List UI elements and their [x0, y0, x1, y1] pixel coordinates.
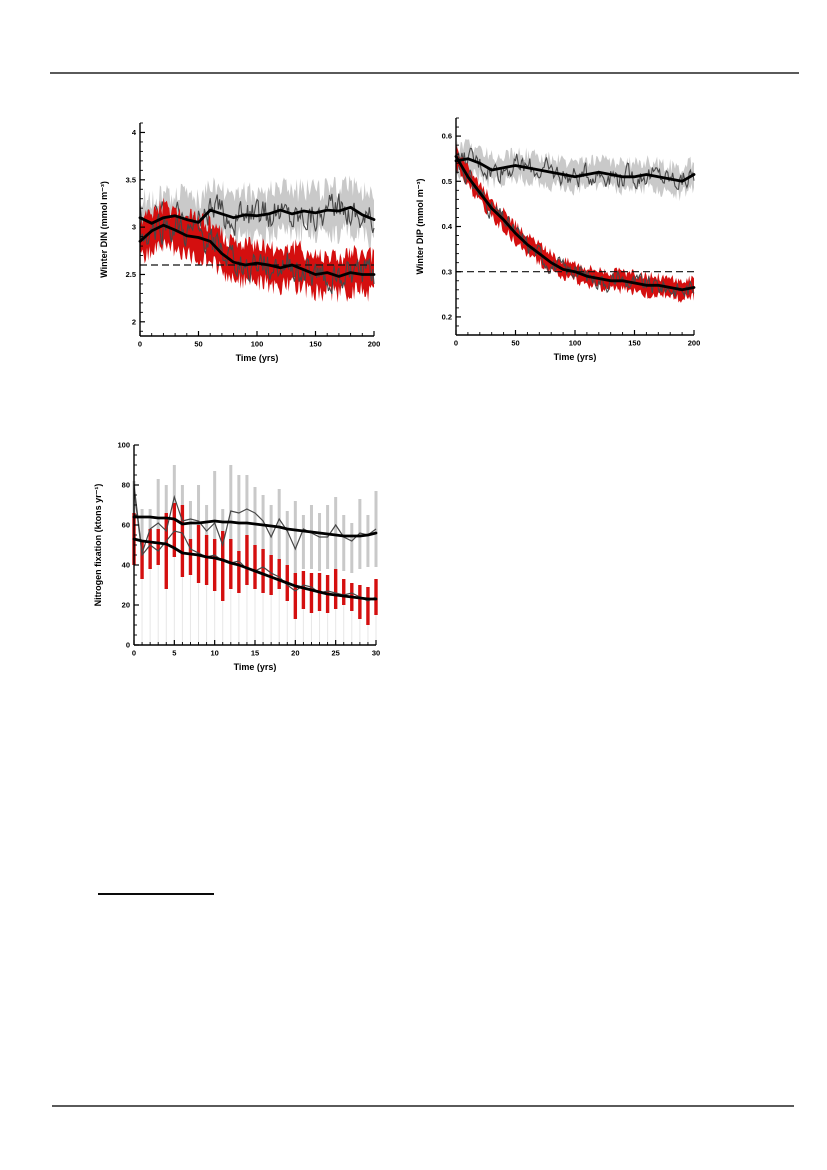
x-axis-label: Time (yrs) [554, 352, 597, 362]
x-tick-label: 100 [251, 340, 264, 349]
series-layer [132, 465, 378, 645]
y-tick-label: 2 [132, 317, 136, 326]
footer-rule [52, 1105, 794, 1107]
y-tick-label: 80 [122, 481, 130, 490]
series-layer [138, 175, 376, 303]
x-tick-label: 20 [291, 649, 299, 658]
y-tick-label: 2.5 [126, 270, 136, 279]
x-axis-label: Time (yrs) [234, 662, 277, 672]
series-0-annual-line [133, 484, 377, 554]
x-tick-label: 0 [138, 340, 142, 349]
axes-layer: 0 5 10 15 20 25 30 0 20 40 60 80 100 Time (yrs) Nitrog… [93, 441, 380, 672]
stem-lines [133, 557, 377, 645]
axes-layer: 0 50 100 150 200 0.2 0.3 0.4 0.5 0.6 Time (yrs) Win… [415, 117, 701, 362]
y-tick-label: 0.2 [442, 313, 452, 322]
x-tick-label: 30 [372, 649, 380, 658]
series-1-smoothed-mean-line [454, 155, 696, 292]
x-tick-label: 200 [688, 339, 701, 348]
series-1-smoothed-mean-line [138, 223, 376, 278]
figure-nitrogen-fixation: 0 5 10 15 20 25 30 0 20 40 60 80 100 Time (yrs) Nitrog… [90, 432, 390, 677]
x-tick-label: 100 [569, 339, 582, 348]
x-axis-label: Time (yrs) [236, 353, 279, 363]
series-0-smoothed-mean-line [138, 205, 376, 225]
x-tick-label: 150 [628, 339, 641, 348]
y-tick-label: 40 [122, 561, 130, 570]
winter-din-chart: 0 50 100 150 200 2 2.5 3 3.5 4 Time (yrs) Winter DI… [99, 122, 381, 363]
x-tick-label: 5 [172, 649, 176, 658]
x-tick-label: 25 [331, 649, 339, 658]
winter-dip-chart: 0 50 100 150 200 0.2 0.3 0.4 0.5 0.6 Time (yrs) Win… [415, 117, 701, 362]
series-1-annual-line [455, 152, 695, 298]
y-tick-label: 3 [132, 223, 136, 232]
header-rule [50, 72, 799, 74]
y-tick-label: 0.5 [442, 177, 452, 186]
y-axis-label: Winter DIP (mmol m⁻³) [415, 178, 425, 274]
x-tick-label: 0 [454, 339, 458, 348]
y-axis-label: Nitrogen fixation (ktons yr⁻¹) [93, 484, 103, 607]
x-tick-label: 150 [309, 340, 322, 349]
y-tick-label: 20 [122, 601, 130, 610]
nitrogen-fixation-chart: 0 5 10 15 20 25 30 0 20 40 60 80 100 Time (yrs) Nitrog… [93, 441, 380, 672]
y-tick-label: 0.6 [442, 132, 452, 141]
series-0-smoothed-mean-line [132, 515, 378, 538]
x-tick-label: 50 [511, 339, 519, 348]
x-tick-label: 50 [194, 340, 202, 349]
footnote-rule [98, 893, 214, 895]
y-axis-label: Winter DIN (mmol m⁻³) [99, 181, 109, 278]
y-tick-label: 3.5 [126, 175, 136, 184]
y-tick-label: 0 [126, 641, 130, 650]
x-tick-label: 0 [132, 649, 136, 658]
y-tick-label: 60 [122, 521, 130, 530]
series-0-annual-line [455, 147, 695, 190]
y-tick-label: 100 [117, 441, 130, 450]
series-1-smoothed-mean-line [132, 537, 378, 601]
series-layer [454, 139, 696, 303]
figure-winter-dip: 0 50 100 150 200 0.2 0.3 0.4 0.5 0.6 Time (yrs) Win… [412, 105, 708, 367]
x-tick-label: 10 [210, 649, 218, 658]
y-tick-label: 0.4 [442, 222, 453, 231]
figure-winter-din: 0 50 100 150 200 2 2.5 3 3.5 4 Time (yrs) Winter DI… [96, 110, 388, 368]
series-1-envelope-band [140, 197, 374, 303]
x-tick-label: 200 [368, 340, 381, 349]
series-0-smoothed-mean-line [454, 157, 696, 183]
x-tick-label: 15 [251, 649, 259, 658]
y-tick-label: 4 [132, 128, 137, 137]
y-tick-label: 0.3 [442, 267, 452, 276]
axes-layer: 0 50 100 150 200 2 2.5 3 3.5 4 Time (yrs) Winter DI… [99, 122, 381, 363]
